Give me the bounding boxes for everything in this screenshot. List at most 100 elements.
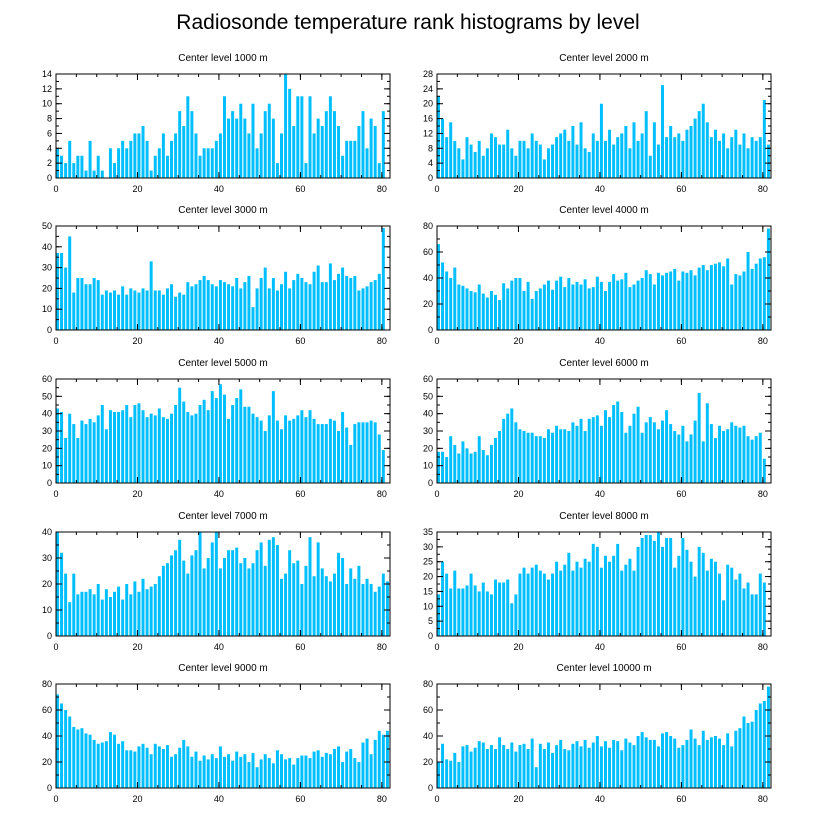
y-tick-label: 25 — [423, 557, 433, 567]
histogram-bar — [473, 585, 477, 636]
histogram-bar — [457, 284, 461, 330]
histogram-bar — [465, 585, 469, 636]
histogram-bar — [275, 420, 279, 483]
histogram-bar — [502, 283, 506, 330]
histogram-bar — [485, 591, 489, 636]
histogram-bar — [231, 111, 235, 178]
histogram-bar — [235, 278, 239, 330]
histogram-bar — [538, 570, 542, 636]
histogram-bar — [632, 122, 636, 178]
histogram-bar — [320, 568, 324, 636]
y-tick-label: 20 — [423, 572, 433, 582]
x-tick-label: 20 — [513, 489, 523, 499]
histogram-bar — [608, 129, 612, 178]
histogram-bar — [526, 749, 530, 788]
y-tick-label: 60 — [423, 705, 433, 715]
histogram-bar — [259, 542, 263, 636]
histogram-bar — [567, 140, 571, 178]
histogram-bar — [697, 111, 701, 178]
histogram-bar — [595, 415, 599, 483]
histogram-bar — [161, 417, 165, 483]
histogram-bar — [328, 754, 332, 788]
y-tick-label: 30 — [423, 426, 433, 436]
histogram-bar — [437, 244, 440, 330]
histogram-bar — [324, 111, 328, 178]
histogram-bar — [320, 756, 324, 788]
y-tick-label: 15 — [423, 586, 433, 596]
histogram-bar — [231, 550, 235, 636]
histogram-bar — [165, 563, 169, 636]
histogram-bar — [304, 163, 308, 178]
histogram-bar — [494, 437, 497, 483]
histogram-bar — [345, 275, 349, 330]
histogram-bar — [713, 561, 717, 636]
histogram-bar — [133, 290, 137, 330]
histogram-bar — [280, 429, 283, 483]
histogram-bar — [542, 159, 546, 178]
histogram-bar — [587, 747, 591, 788]
histogram-bar — [267, 288, 271, 330]
histogram-bar — [579, 122, 583, 178]
histogram-bar — [437, 451, 440, 483]
histogram-bar — [345, 751, 349, 788]
histogram-bar — [689, 729, 693, 788]
histogram-bar — [92, 170, 96, 178]
histogram-bar — [640, 432, 644, 483]
histogram-bar — [108, 410, 112, 483]
histogram-bar — [608, 417, 612, 483]
histogram-bar — [734, 425, 738, 483]
histogram-bar — [526, 432, 530, 483]
histogram-bar — [583, 279, 587, 330]
y-tick-label: 20 — [423, 443, 433, 453]
histogram-bar — [445, 759, 449, 788]
histogram-bar — [575, 561, 579, 636]
histogram-bar — [644, 737, 648, 788]
histogram-bar — [604, 410, 607, 483]
histogram-bar — [608, 747, 612, 788]
histogram-bar — [320, 282, 324, 330]
histogram-bar — [661, 733, 664, 788]
x-tick-label: 0 — [434, 184, 439, 194]
histogram-bar — [559, 133, 563, 178]
histogram-bar — [365, 422, 369, 483]
histogram-bar — [575, 741, 579, 788]
histogram-bar — [186, 282, 190, 330]
histogram-bar — [373, 591, 377, 636]
histogram-bar — [591, 543, 595, 636]
y-tick-label: 50 — [423, 391, 433, 401]
y-tick-label: 24 — [423, 84, 433, 94]
histogram-bar — [251, 752, 255, 788]
histogram-bar — [190, 415, 194, 483]
histogram-bar — [96, 280, 100, 330]
histogram-bar — [300, 410, 304, 483]
histogram-bar — [746, 252, 750, 330]
histogram-bar — [612, 739, 616, 788]
histogram-bar — [210, 284, 214, 330]
histogram-bar — [113, 734, 116, 788]
histogram-bar — [689, 434, 693, 483]
histogram-bar — [579, 284, 583, 330]
histogram-bar — [730, 567, 734, 636]
histogram-bar — [296, 273, 300, 330]
histogram-bar — [583, 558, 587, 636]
histogram-bar — [656, 532, 660, 636]
histogram-bar — [308, 284, 312, 330]
histogram-bar — [538, 743, 542, 788]
histogram-bar — [381, 111, 385, 178]
histogram-bar — [223, 96, 226, 178]
histogram-bar — [361, 111, 365, 178]
histogram-bar — [349, 749, 353, 788]
histogram-bar — [292, 280, 296, 330]
histogram-bar — [263, 267, 267, 330]
x-tick-label: 60 — [676, 184, 686, 194]
histogram-bar — [713, 736, 717, 788]
histogram-bar — [80, 591, 84, 636]
y-tick-label: 20 — [423, 299, 433, 309]
histogram-bar — [365, 286, 369, 330]
histogram-bar — [170, 140, 174, 178]
histogram-bar — [373, 422, 377, 483]
histogram-bar — [656, 272, 660, 330]
histogram-bar — [652, 284, 656, 330]
histogram-bar — [296, 560, 300, 636]
histogram-bar — [518, 745, 522, 788]
